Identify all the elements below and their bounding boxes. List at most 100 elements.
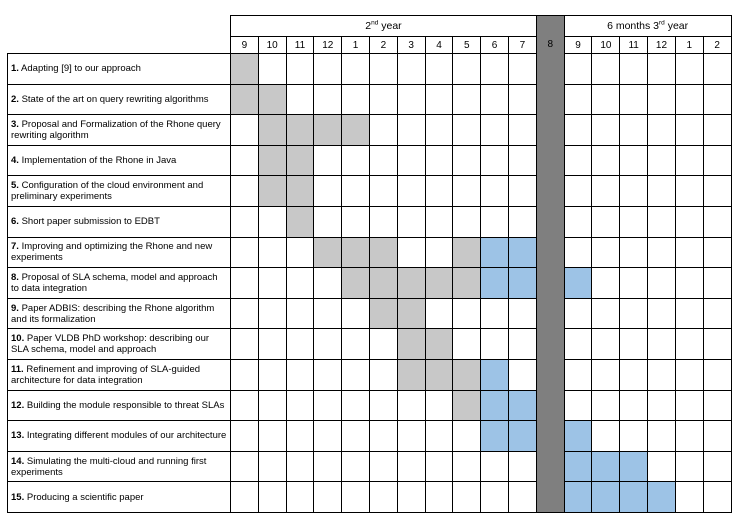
schedule-cell-empty (230, 450, 259, 483)
schedule-cell-empty (396, 144, 426, 177)
schedule-cell-empty (424, 144, 454, 177)
schedule-cell-empty (480, 328, 509, 360)
schedule-cell-empty (341, 450, 370, 483)
schedule-cell-empty (647, 144, 676, 177)
schedule-cell-empty (702, 358, 732, 391)
schedule-cell-empty (285, 236, 315, 269)
month-header: 1 (674, 36, 704, 54)
month-header: 7 (507, 36, 537, 54)
schedule-cell-empty (313, 328, 343, 360)
schedule-cell-empty (341, 481, 370, 513)
schedule-cell-planned (396, 297, 426, 330)
schedule-cell-empty (619, 420, 649, 452)
schedule-cell-empty (257, 236, 287, 269)
schedule-cell-empty (230, 205, 259, 238)
schedule-cell-empty (424, 83, 454, 116)
schedule-cell-empty (563, 83, 593, 116)
schedule-cell-highlighted (563, 481, 593, 513)
schedule-cell-highlighted (507, 236, 537, 269)
task-text: Integrating different modules of our arc… (24, 430, 227, 442)
task-number: 4. (11, 155, 19, 167)
schedule-cell-empty (452, 297, 482, 330)
task-number: 12. (11, 399, 25, 411)
schedule-cell-empty (480, 53, 509, 85)
schedule-cell-highlighted (507, 389, 537, 422)
schedule-cell-empty (619, 175, 649, 207)
schedule-cell-empty (480, 450, 509, 483)
schedule-cell-empty (230, 114, 259, 146)
schedule-cell-empty (702, 205, 732, 238)
schedule-cell-empty (674, 205, 704, 238)
schedule-cell-empty (674, 175, 704, 207)
schedule-cell-planned (424, 358, 454, 391)
schedule-cell-empty (702, 114, 732, 146)
task-number: 11. (11, 363, 24, 375)
task-number: 7. (11, 241, 19, 253)
schedule-cell-empty (674, 114, 704, 146)
schedule-cell-empty (563, 297, 593, 330)
schedule-cell-highlighted (480, 358, 509, 391)
month-header: 1 (341, 36, 370, 54)
schedule-cell-empty (368, 53, 398, 85)
schedule-cell-empty (563, 358, 593, 391)
schedule-cell-planned (396, 358, 426, 391)
schedule-cell-empty (674, 450, 704, 483)
schedule-cell-empty (313, 205, 343, 238)
task-text: Proposal and Formalization of the Rhone … (11, 118, 221, 141)
task-number: 13. (11, 430, 25, 442)
schedule-cell-empty (257, 267, 287, 299)
schedule-cell-empty (257, 297, 287, 330)
schedule-cell-empty (230, 144, 259, 177)
month-header-divider: 8 (547, 38, 554, 50)
task-row: 7. Improving and optimizing the Rhone an… (7, 236, 732, 269)
schedule-cell-empty (702, 420, 732, 452)
schedule-cell-highlighted (647, 481, 676, 513)
schedule-cell-empty (257, 389, 287, 422)
header-corner (8, 16, 231, 54)
schedule-cell-empty (368, 328, 398, 360)
schedule-cell-empty (591, 53, 621, 85)
schedule-cell-empty (591, 420, 621, 452)
task-number: 1. (11, 63, 19, 75)
schedule-cell-empty (507, 358, 537, 391)
task-row: 12. Building the module responsible to t… (7, 389, 732, 422)
schedule-cell-empty (619, 297, 649, 330)
task-row: 9. Paper ADBIS: describing the Rhone alg… (7, 297, 732, 330)
schedule-cell-empty (313, 297, 343, 330)
schedule-cell-empty (368, 175, 398, 207)
task-row: 11. Refinement and improving of SLA-guid… (7, 358, 732, 391)
task-text: Building the module responsible to threa… (24, 399, 225, 411)
schedule-cell-empty (674, 358, 704, 391)
schedule-cell-empty (230, 297, 259, 330)
schedule-cell-empty (452, 420, 482, 452)
schedule-cell-planned (257, 114, 287, 146)
schedule-cell-empty (674, 236, 704, 269)
task-number: 8. (11, 271, 19, 283)
schedule-cell-planned (452, 358, 482, 391)
period-header-row: 2nd year 6 months 3rd year (8, 15, 732, 513)
schedule-cell-empty (591, 297, 621, 330)
schedule-cell-empty (702, 53, 732, 85)
task-label: 14. Simulating the multi-cloud and runni… (7, 450, 231, 483)
schedule-cell-planned (285, 144, 315, 177)
schedule-cell-empty (285, 389, 315, 422)
schedule-cell-empty (424, 53, 454, 85)
schedule-cell-highlighted (591, 450, 621, 483)
schedule-cell-highlighted (563, 420, 593, 452)
schedule-cell-empty (647, 205, 676, 238)
schedule-cell-empty (230, 267, 259, 299)
schedule-cell-empty (257, 328, 287, 360)
schedule-cell-empty (563, 236, 593, 269)
schedule-cell-empty (647, 83, 676, 116)
schedule-cell-empty (702, 481, 732, 513)
task-row: 6. Short paper submission to EDBT (7, 205, 732, 238)
task-label: 13. Integrating different modules of our… (7, 420, 231, 452)
schedule-cell-empty (424, 450, 454, 483)
schedule-cell-empty (424, 297, 454, 330)
schedule-cell-empty (230, 389, 259, 422)
schedule-cell-empty (368, 358, 398, 391)
schedule-cell-empty (341, 175, 370, 207)
month-header: 12 (313, 36, 343, 54)
task-number: 15. (11, 491, 25, 503)
month-header: 11 (285, 36, 315, 54)
